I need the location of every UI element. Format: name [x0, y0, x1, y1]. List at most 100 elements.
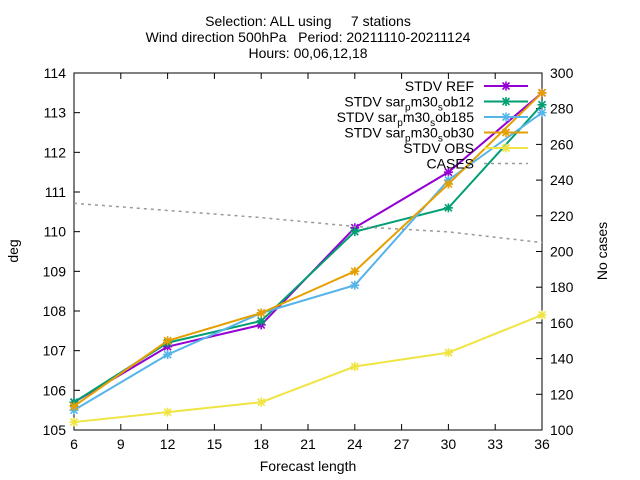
y2-tick-label: 200: [550, 244, 574, 260]
x-tick-label: 15: [207, 436, 223, 452]
y-tick-label: 108: [43, 303, 67, 319]
y-tick-label: 110: [44, 224, 67, 240]
series-line: [73, 92, 543, 408]
legend-label: STDV sarpm30sob185: [337, 109, 475, 129]
y-tick-label: 113: [44, 105, 67, 121]
y2-tick-label: 240: [550, 172, 574, 188]
legend-label: CASES: [427, 156, 474, 172]
y-tick-label: 109: [43, 263, 67, 279]
data-point: [443, 167, 453, 177]
data-point: [443, 348, 453, 358]
data-point: [163, 336, 173, 346]
legend-label-part: m30: [411, 94, 438, 110]
data-point: [537, 100, 547, 110]
y-axis-left: 105 106 107 108 109 110 111 112 113 114: [43, 65, 80, 438]
data-point: [443, 179, 453, 189]
data-point: [256, 397, 266, 407]
y2-tick-label: 140: [550, 351, 574, 367]
legend-label: STDV REF: [405, 78, 474, 94]
x-tick-label: 21: [300, 436, 316, 452]
chart-title-line-1: Selection: ALL using 7 stations: [205, 13, 411, 29]
chart-title-line-2: Wind direction 500hPa Period: 20211110-2…: [146, 29, 471, 45]
legend-label-part: STDV sar: [344, 125, 405, 141]
data-point: [350, 362, 360, 372]
x-tick-label: 9: [117, 436, 125, 452]
y2-tick-label: 160: [550, 315, 574, 331]
legend-label-part: p: [405, 134, 411, 145]
data-point: [537, 108, 547, 118]
legend-label: STDV sarpm30sob12: [344, 94, 474, 114]
legend-label-part: s: [438, 103, 443, 114]
y-tick-label: 111: [45, 184, 66, 200]
y2-tick-label: 120: [550, 386, 574, 402]
data-point: [501, 128, 511, 137]
chart-title-line-3: Hours: 00,06,12,18: [248, 45, 367, 61]
legend-label: STDV OBS: [403, 140, 474, 156]
y-tick-label: 107: [43, 343, 67, 359]
legend-label-part: ob30: [443, 125, 474, 141]
legend-entry: STDV OBS: [403, 140, 528, 156]
data-point: [537, 88, 547, 98]
x-tick-label: 18: [253, 436, 269, 452]
series-line: [73, 202, 543, 244]
data-point: [163, 407, 173, 417]
legend-label-part: s: [438, 134, 443, 145]
y2-tick-label: 300: [550, 65, 574, 81]
series-1: [69, 100, 547, 407]
legend-label-part: STDV sar: [344, 94, 405, 110]
series-line: [73, 314, 543, 424]
y2-tick-label: 180: [550, 279, 574, 295]
y-tick-label: 114: [44, 65, 67, 81]
x-tick-label: 36: [534, 436, 550, 452]
y-tick-label: 105: [43, 422, 67, 438]
data-point: [256, 308, 266, 318]
legend-entry: STDV sarpm30sob30: [344, 125, 528, 145]
data-point: [69, 401, 79, 411]
x-tick-label: 24: [347, 436, 363, 452]
data-point: [69, 417, 79, 427]
x-axis: 6 9 12 15 18 21 24 27 30 33 36: [70, 73, 550, 452]
data-point: [501, 97, 511, 106]
y-axis-label: deg: [5, 239, 21, 262]
data-point: [350, 227, 360, 237]
legend-label-part: ob12: [443, 94, 474, 110]
x-axis-label: Forecast length: [260, 458, 357, 474]
data-point: [163, 350, 173, 360]
legend-label-part: ob185: [435, 109, 474, 125]
y2-axis-label: No cases: [594, 222, 610, 280]
x-tick-label: 33: [487, 436, 503, 452]
series-4: [69, 310, 547, 427]
legend-entry: STDV sarpm30sob185: [337, 109, 528, 129]
data-point: [256, 316, 266, 326]
data-point: [443, 203, 453, 213]
series-3: [69, 88, 547, 411]
y2-tick-label: 220: [550, 208, 574, 224]
legend-label-part: m30: [403, 109, 430, 125]
data-point: [537, 310, 547, 320]
data-point: [501, 112, 511, 122]
legend-label-part: m30: [411, 125, 438, 141]
legend-label-part: p: [397, 118, 403, 129]
data-point: [350, 266, 360, 276]
y2-tick-label: 100: [550, 422, 574, 438]
data-point: [501, 143, 511, 153]
data-point: [501, 81, 511, 91]
y2-tick-label: 260: [550, 136, 574, 152]
y2-tick-label: 280: [550, 101, 574, 117]
x-tick-label: 30: [441, 436, 457, 452]
y-tick-label: 112: [44, 144, 67, 160]
series-2: [69, 108, 547, 415]
y-tick-label: 106: [43, 382, 67, 398]
x-tick-label: 6: [70, 436, 78, 452]
legend-label-part: STDV sar: [337, 109, 398, 125]
data-point: [350, 280, 360, 290]
legend-entry: STDV sarpm30sob12: [344, 94, 528, 114]
series-layer: [69, 88, 547, 427]
legend-entry: STDV REF: [405, 78, 528, 94]
series-5: [73, 202, 543, 244]
x-tick-label: 12: [160, 436, 176, 452]
legend-entry: CASES: [427, 156, 528, 172]
x-tick-label: 27: [394, 436, 410, 452]
